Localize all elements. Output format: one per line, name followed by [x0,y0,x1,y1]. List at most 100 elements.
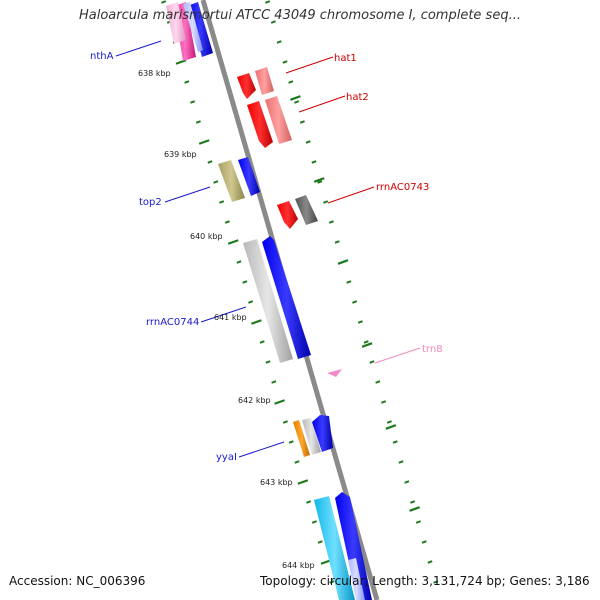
minor-tick [271,380,277,384]
topology-text: Topology: circular; Length: 3,131,724 bp… [260,574,590,588]
gene-nthA-lblue-feature[interactable] [183,2,203,52]
gene-label-trn8[interactable]: trn8 [422,344,443,355]
minor-tick [248,300,254,304]
leader-yyaI [238,441,285,458]
minor-tick [369,360,375,364]
major-tick [297,479,309,485]
minor-tick [265,360,271,364]
minor-tick [311,520,317,524]
kbp-label: 640 kbp [190,232,223,241]
leader-top2 [164,186,211,203]
minor-tick [375,380,381,384]
minor-tick [363,340,369,344]
minor-tick [265,0,271,4]
minor-tick [270,20,276,24]
kbp-label: 643 kbp [260,478,293,487]
minor-tick [328,220,334,224]
leader-hat2 [298,95,346,113]
gene-hat1-feature[interactable] [237,73,256,99]
minor-tick [294,100,300,104]
minor-tick [410,500,416,504]
minor-tick [299,120,305,124]
minor-tick [259,340,265,344]
minor-tick [213,180,219,184]
minor-tick [306,500,312,504]
gene-rrnAC0743-feature[interactable] [277,201,298,229]
major-tick [227,239,239,245]
leader-rrnAC0744 [200,306,247,323]
minor-tick [334,240,340,244]
major-tick [274,399,285,405]
minor-tick [207,160,213,164]
kbp-label: 644 kbp [282,561,315,570]
major-tick [198,139,210,145]
minor-tick [427,560,433,564]
minor-tick [282,420,288,424]
minor-tick [305,140,311,144]
kbp-label: 641 kbp [214,313,247,322]
minor-tick [282,60,288,64]
accession-text: Accession: NC_006396 [9,574,146,588]
minor-tick [190,100,196,104]
gene-rrnAC0744-gray-feature[interactable] [243,239,293,363]
minor-tick [184,80,190,84]
gene-yyaI-feature[interactable] [312,415,333,452]
minor-tick [288,440,294,444]
gene-pink-feature[interactable] [166,2,186,44]
leader-hat1 [285,56,334,74]
minor-tick [329,580,335,584]
gene-rrnAC0744-feature[interactable] [262,236,311,359]
minor-tick [224,220,230,224]
tick-tracks [161,0,439,584]
gene-hat1-salmon-feature[interactable] [255,67,274,95]
gene-bottom-lblue-feature[interactable] [348,558,365,600]
minor-tick [242,280,248,284]
gene-hat2-feature[interactable] [247,101,273,148]
map-title: Haloarcula marismortui ATCC 43049 chromo… [79,8,521,23]
leader-trn8 [374,347,421,364]
gene-trn8-feature[interactable] [327,369,342,377]
kbp-label: 638 kbp [138,69,171,78]
gene-label-hat1[interactable]: hat1 [334,53,357,64]
minor-tick [311,160,317,164]
minor-tick [433,580,439,584]
gene-rrnAC0743-gray-feature[interactable] [295,195,318,225]
minor-tick [236,260,242,264]
leader-rrnAC0743 [327,186,375,204]
minor-tick [421,540,427,544]
minor-tick [294,460,300,464]
minor-tick [276,40,282,44]
gene-yyaI-gray-feature[interactable] [302,418,321,455]
minor-tick [219,200,225,204]
gene-hat2-salmon-feature[interactable] [265,96,292,144]
gene-label-nthA[interactable]: nthA [90,51,114,62]
major-tick [175,59,187,65]
gene-cyan-feature[interactable] [314,496,355,600]
minor-tick [381,400,387,404]
minor-tick [392,440,398,444]
minor-tick [357,320,363,324]
minor-tick [317,540,323,544]
gene-label-top2[interactable]: top2 [139,197,162,208]
minor-tick [386,420,392,424]
gene-bottom-blue-feature[interactable] [335,492,372,600]
gene-label-yyaI[interactable]: yyaI [216,452,237,463]
minor-tick [288,80,294,84]
gene-top2-olive-feature[interactable] [218,160,245,202]
minor-tick [346,280,352,284]
leader-lines [115,40,421,458]
major-tick [409,506,420,512]
minor-tick [323,200,329,204]
gene-label-rrnAC0744[interactable]: rrnAC0744 [146,317,199,328]
major-tick [313,177,325,183]
gene-label-rrnAC0743[interactable]: rrnAC0743 [376,182,429,193]
gene-features [166,2,372,600]
gene-yyaI-orange-feature[interactable] [293,420,310,457]
kbp-label: 639 kbp [164,150,197,159]
gene-top2-feature[interactable] [238,157,260,196]
gene-label-hat2[interactable]: hat2 [346,92,369,103]
major-tick [337,259,349,265]
major-tick [251,319,262,325]
minor-tick [398,460,404,464]
